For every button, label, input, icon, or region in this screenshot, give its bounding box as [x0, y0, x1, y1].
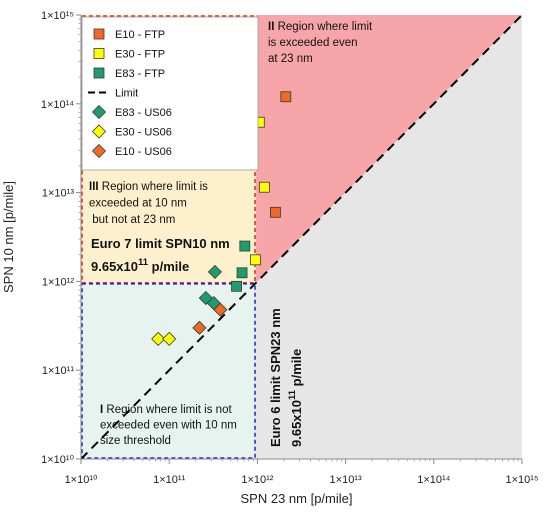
region-i-label-line: I Region where limit is not	[100, 404, 232, 416]
y-tick-label: 1×10¹³	[42, 188, 74, 200]
region-i-label: I Region where limit is not exceeded even…	[100, 404, 237, 447]
region-ii-label: II Region where limit is exceeded even at …	[268, 21, 373, 65]
legend-label: E83 - US06	[115, 107, 172, 119]
region-ii-label-line: II Region where limit	[268, 21, 373, 33]
legend-label: E10 - FTP	[115, 29, 165, 41]
region-iii-label-line: exceeded at 10 nm	[89, 198, 187, 210]
data-point	[162, 331, 177, 346]
legend-marker	[93, 67, 105, 79]
legend-marker	[91, 143, 107, 159]
x-axis-title: SPN 23 nm [p/mile]	[241, 491, 353, 506]
data-point	[192, 320, 207, 335]
region-ii-label-line: is exceeded even	[268, 37, 358, 49]
legend-label: E83 - FTP	[115, 68, 165, 80]
data-point	[280, 91, 292, 103]
region-i-label-line: size threshold	[100, 435, 171, 447]
euro7-limit-label: Euro 7 limit SPN10 nm	[91, 236, 230, 251]
legend-label: E30 - FTP	[115, 49, 165, 61]
data-point	[207, 264, 222, 279]
points-layer	[151, 91, 292, 346]
data-point	[151, 331, 166, 346]
y-axis-title: SPN 10 nm [p/mile]	[1, 181, 16, 293]
region-ii-label-numeral: II	[268, 21, 278, 33]
region-i-border	[81, 282, 256, 459]
y-tick-label: 1×10¹⁰	[41, 454, 74, 466]
region-labels-layer: II Region where limit is exceeded even at …	[89, 21, 373, 447]
legend-label: E30 - US06	[115, 127, 172, 139]
data-point	[250, 254, 261, 266]
data-point	[239, 240, 251, 252]
axes-layer: 1×10¹⁰ 1×10¹¹ 1×10¹² 1×10¹³ 1×10¹⁴ 1×10¹⁵ 1×10…	[1, 10, 539, 506]
region-iii-label-numeral: III	[89, 181, 102, 193]
region-grey	[256, 15, 522, 459]
euro6-limit-label: Euro 6 limit SPN23 nm	[268, 308, 283, 447]
y-tick-label: 1×10¹⁴	[41, 99, 74, 111]
data-point	[270, 206, 281, 218]
legend-marker	[91, 104, 107, 120]
legend-marker	[93, 28, 105, 40]
legend-label: Limit	[115, 88, 138, 100]
region-iii-label-line: III Region where limit is	[89, 181, 208, 193]
x-tick-label: 1×10¹⁵	[506, 474, 539, 486]
euro7-limit-value: 9.65x1011 p/mile	[91, 257, 189, 274]
x-tick-label: 1×10¹²	[241, 474, 273, 486]
legend-marker	[93, 48, 105, 59]
region-iii-label: III Region where limit is exceeded at 10 …	[89, 181, 208, 226]
legend-label: E10 - US06	[115, 146, 172, 158]
region-i-label-numeral: I	[100, 404, 106, 416]
x-tick-label: 1×10¹¹	[153, 474, 185, 486]
y-tick-label: 1×10¹²	[42, 276, 74, 288]
region-i-label-line: exceeded even with 10 nm	[100, 420, 237, 432]
x-tick-label: 1×10¹³	[330, 474, 362, 486]
data-point	[213, 302, 228, 317]
region-iii-border	[81, 15, 256, 284]
x-tick-label: 1×10¹⁴	[417, 474, 450, 486]
data-point	[236, 267, 248, 279]
euro6-limit-value: 9.65x1011 p/mile	[287, 349, 304, 447]
region-ii-label-line: at 23 nm	[268, 53, 313, 65]
y-tick-label: 1×10¹⁵	[41, 10, 74, 22]
legend: E10 - FTP E30 - FTP E83 - FTP Limit E83 - US…	[81, 16, 259, 171]
legend-box	[81, 16, 259, 171]
region-iii-label-line: but not at 23 nm	[89, 214, 175, 226]
legend-marker	[91, 124, 107, 139]
data-point	[258, 181, 270, 193]
y-tick-label: 1×10¹¹	[42, 365, 74, 377]
data-point	[231, 280, 242, 292]
x-tick-label: 1×10¹⁰	[65, 474, 98, 486]
